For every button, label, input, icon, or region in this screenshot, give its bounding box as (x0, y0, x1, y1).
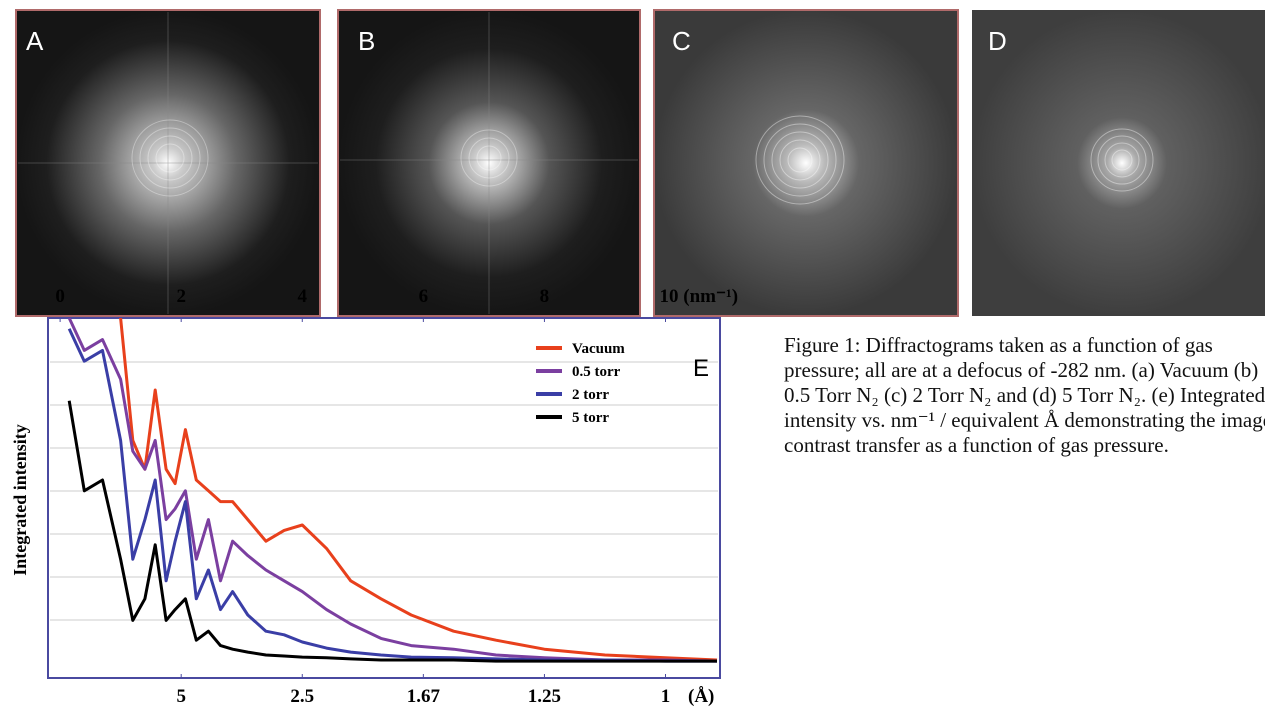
top-tick-label: 6 (419, 286, 429, 307)
bottom-tick-label: 1.67 (407, 686, 441, 707)
legend-label: 5 torr (572, 410, 609, 426)
plot-frame (47, 317, 721, 679)
series-line (67, 328, 717, 663)
top-tick-label: 0 (55, 286, 65, 307)
top-tick-label: 10 (nm⁻¹) (660, 286, 739, 307)
bottom-tick-label: 5 (176, 686, 186, 707)
lines (67, 318, 718, 663)
panel-label: B (358, 26, 375, 56)
series-line (67, 318, 718, 663)
top-tick-label: 8 (540, 286, 550, 307)
bottom-tick-label: 1.25 (528, 686, 561, 707)
legend-label: Vacuum (572, 341, 625, 357)
bottom-tick-label: 2.5 (290, 686, 314, 707)
caption: Figure 1: Diffractograms taken as a func… (784, 333, 1265, 457)
panel-label: A (26, 26, 44, 56)
x2-axis-unit: (Å) (688, 686, 714, 707)
y-axis-label: Integrated intensity (10, 424, 30, 576)
panel-b: B (337, 9, 641, 317)
series-line (118, 318, 718, 662)
panel-c: C (653, 9, 959, 317)
panel-label: D (988, 26, 1007, 56)
legend-label: 2 torr (572, 387, 609, 403)
panel-d: D (972, 10, 1265, 316)
panel-label: C (672, 26, 691, 56)
top-tick-label: 2 (176, 286, 186, 307)
series-line (67, 400, 717, 663)
panel-label: E (693, 355, 709, 382)
top-tick-label: 4 (298, 286, 308, 307)
legend-label: 0.5 torr (572, 364, 621, 380)
panel-a: A (15, 9, 321, 317)
bottom-tick-label: 1 (661, 686, 671, 707)
